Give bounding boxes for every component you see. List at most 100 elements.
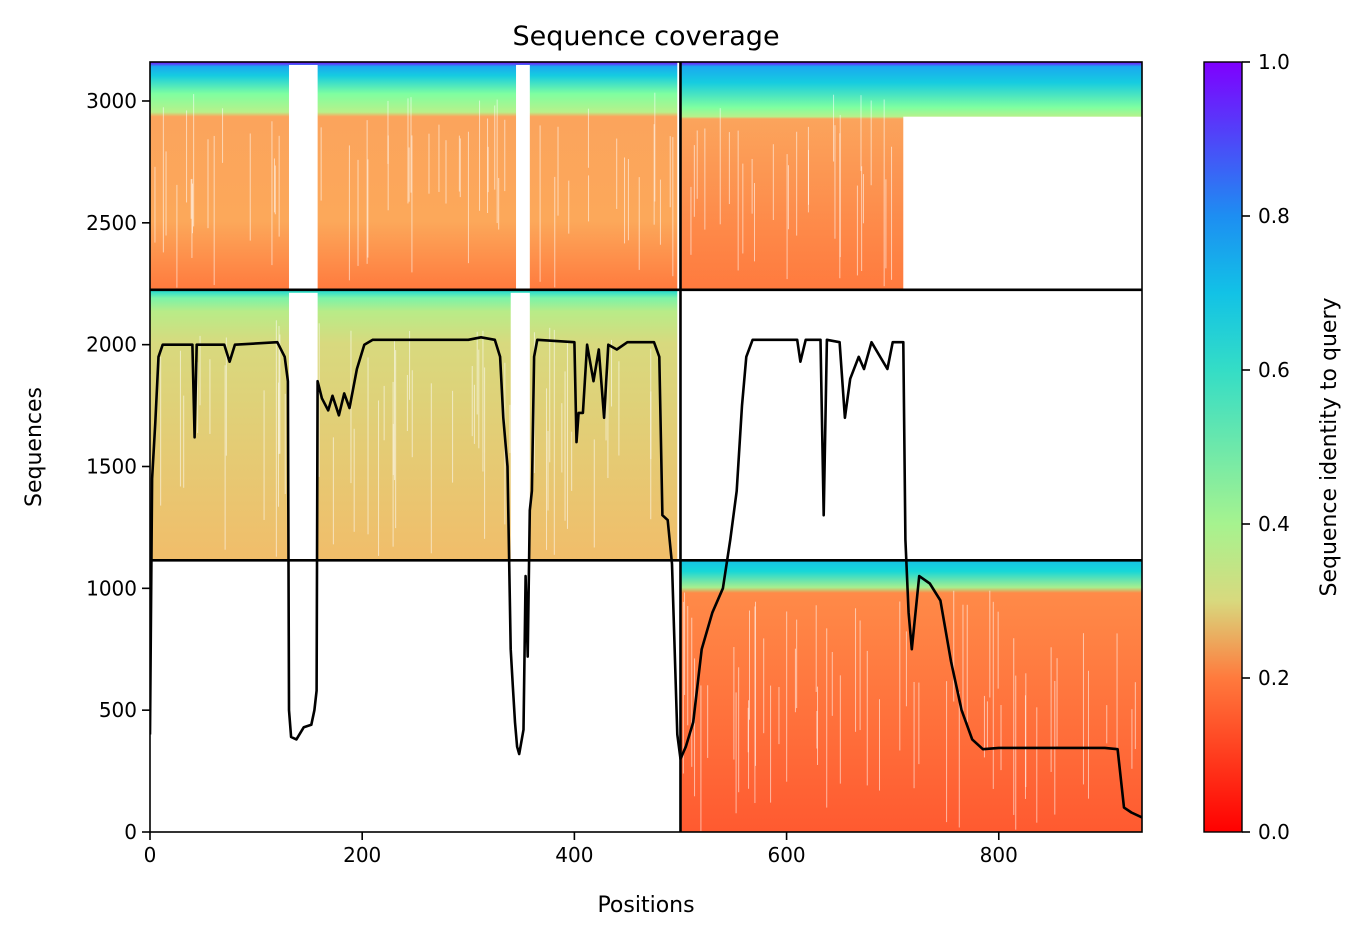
coverage-streak <box>831 651 833 716</box>
coverage-streak <box>1013 638 1015 815</box>
coverage-streak <box>209 359 211 434</box>
coverage-streak <box>162 107 164 253</box>
coverage-streak <box>860 95 862 171</box>
coverage-streak <box>277 382 279 507</box>
coverage-streak <box>704 128 706 230</box>
coverage-streak <box>271 121 273 266</box>
coverage-streak <box>786 154 788 280</box>
coverage-streak <box>554 176 556 288</box>
y-tick-label: 2500 <box>86 211 137 235</box>
colorbar-tick-label: 0.4 <box>1258 512 1290 536</box>
x-axis-label: Positions <box>597 893 694 918</box>
coverage-streak <box>859 620 861 731</box>
coverage-streak <box>1056 658 1058 747</box>
x-axis-ticks: 0 200 400 600 800 <box>144 832 1018 867</box>
colorbar-ticks: 0.0 0.2 0.4 0.6 0.8 1.0 <box>1242 50 1290 844</box>
coverage-streak <box>878 699 880 791</box>
coverage-streak <box>367 159 369 258</box>
coverage-streak <box>607 369 609 479</box>
coverage-streak <box>224 365 226 550</box>
coverage-streak <box>946 681 948 823</box>
coverage-streak <box>796 131 798 236</box>
chart-title: Sequence coverage <box>512 21 779 52</box>
coverage-block <box>150 289 678 561</box>
coverage-streak <box>222 108 224 163</box>
coverage-block <box>150 62 678 290</box>
coverage-streak <box>833 94 835 162</box>
coverage-streak <box>430 383 432 554</box>
coverage-streak <box>986 701 988 750</box>
coverage-streak <box>1116 633 1118 750</box>
coverage-streak <box>274 165 276 215</box>
coverage-streak <box>539 125 541 282</box>
colorbar-tick-label: 0.6 <box>1258 358 1290 382</box>
coverage-streak <box>751 158 753 214</box>
coverage-streak <box>186 110 188 203</box>
coverage-streak <box>808 149 810 205</box>
coverage-streak <box>913 681 915 789</box>
x-tick-label: 800 <box>980 843 1018 867</box>
coverage-streak <box>694 658 696 797</box>
coverage-streak <box>459 138 461 198</box>
coverage-streak <box>738 667 740 793</box>
coverage-streak <box>318 323 320 477</box>
coverage-streak <box>749 610 751 720</box>
coverage-streak <box>834 125 836 239</box>
coverage-streak <box>547 430 549 511</box>
coverage-streak <box>479 100 481 211</box>
coverage-streak <box>1036 707 1038 823</box>
coverage-streak <box>1000 705 1002 771</box>
coverage-gap <box>516 65 530 290</box>
coverage-streak <box>787 165 789 230</box>
y-axis-label: Sequences <box>22 387 47 507</box>
coverage-streak <box>672 137 674 277</box>
y-tick-label: 1500 <box>86 454 137 478</box>
coverage-streak <box>817 686 819 765</box>
coverage-streak <box>796 619 798 709</box>
coverage-streak <box>618 361 620 456</box>
coverage-streak <box>409 331 411 400</box>
coverage-streak <box>275 320 277 557</box>
coverage-streak <box>989 590 991 698</box>
coverage-streak <box>682 601 684 774</box>
coverage-streak <box>687 606 689 726</box>
coverage-streak <box>566 340 568 529</box>
coverage-streak <box>588 175 590 222</box>
coverage-streak <box>737 130 739 271</box>
coverage-line <box>150 335 1142 819</box>
coverage-streak <box>997 611 999 689</box>
coverage-streak <box>165 151 167 236</box>
coverage-streak <box>278 135 280 237</box>
coverage-streak <box>452 390 454 483</box>
coverage-gap <box>903 116 1142 290</box>
coverage-streak <box>826 628 828 808</box>
coverage-streak <box>411 370 413 458</box>
coverage-streak <box>815 605 817 692</box>
coverage-streak <box>855 608 857 732</box>
coverage-streak <box>383 385 385 441</box>
coverage-streak <box>568 180 570 234</box>
coverage-streak <box>564 371 566 521</box>
coverage-streak <box>553 329 555 555</box>
coverage-gap <box>288 292 318 561</box>
coverage-streak <box>719 108 721 225</box>
coverage-streak <box>653 124 655 225</box>
coverage-streak <box>684 592 686 695</box>
coverage-streak <box>395 350 397 529</box>
coverage-streak <box>263 390 265 520</box>
coverage-streak <box>546 388 548 550</box>
coverage-streak <box>690 186 692 255</box>
colorbar-tick-label: 0.2 <box>1258 666 1290 690</box>
coverage-streak <box>728 132 730 205</box>
coverage-streak <box>899 601 901 751</box>
x-tick-label: 200 <box>343 843 381 867</box>
coverage-streak <box>786 611 788 782</box>
coverage-streak <box>953 590 955 702</box>
coverage-streak <box>754 183 756 262</box>
coverage-streak <box>410 97 412 193</box>
coverage-streak <box>669 136 671 208</box>
coverage-polyline <box>150 335 1142 819</box>
coverage-streak <box>983 695 985 758</box>
coverage-streak <box>473 384 475 444</box>
block-boundary-lines <box>150 62 1142 832</box>
